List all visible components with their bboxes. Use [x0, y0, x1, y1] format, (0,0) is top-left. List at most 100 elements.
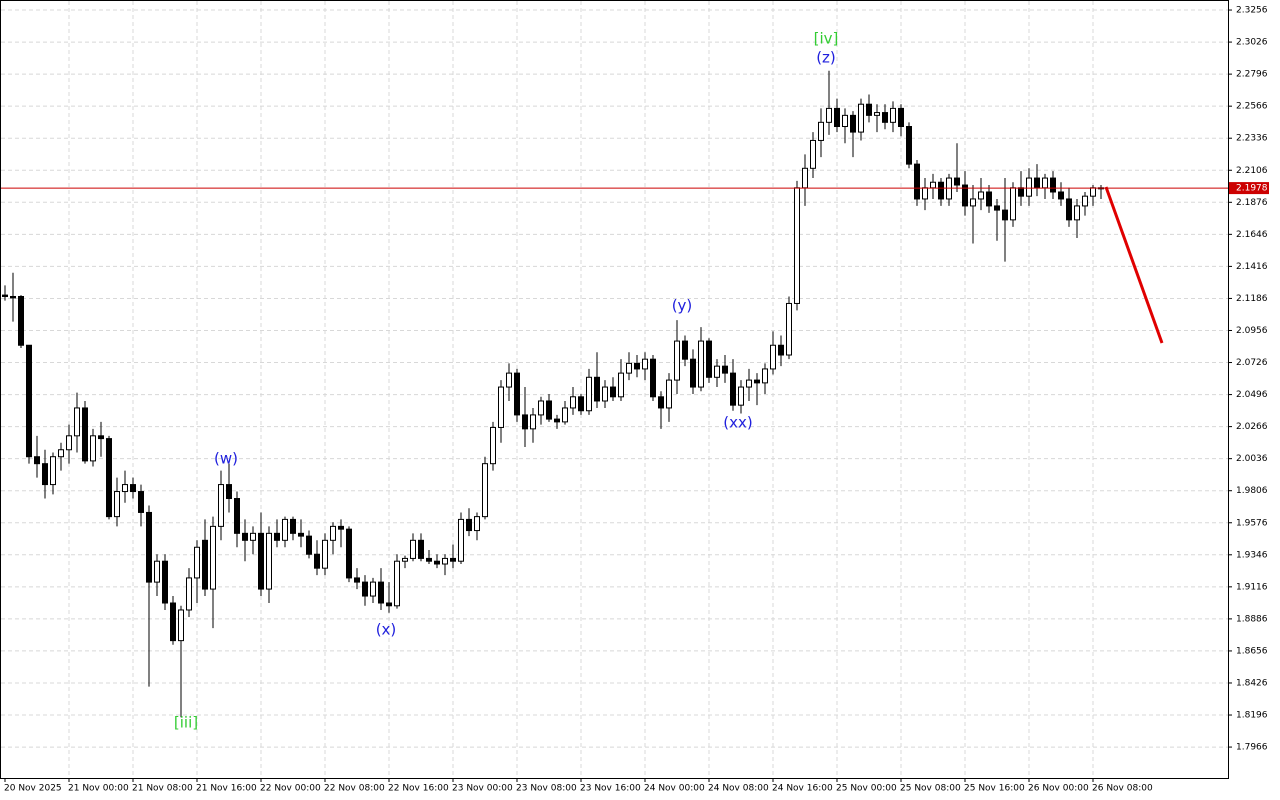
candle-body	[210, 525, 216, 590]
y-tick-label: 2.1186	[1236, 294, 1268, 304]
candle-body	[98, 435, 104, 440]
candle-body	[306, 535, 312, 555]
candle-body	[506, 372, 512, 388]
candle-body	[386, 602, 392, 607]
y-tick-label: 2.3256	[1236, 6, 1268, 16]
candle-body	[586, 376, 592, 412]
candle-body	[986, 191, 992, 207]
candle-body	[938, 181, 944, 200]
candle-body	[682, 340, 688, 360]
candle-body	[354, 577, 360, 583]
candle-body	[218, 484, 224, 527]
y-tick-label: 2.2336	[1236, 134, 1268, 144]
candle-body	[834, 107, 840, 128]
candle-body	[50, 456, 56, 486]
candle-body	[170, 602, 176, 642]
candle-body	[194, 546, 200, 579]
candle-body	[1042, 177, 1048, 189]
y-tick-label: 1.8656	[1236, 646, 1268, 656]
candle-body	[202, 539, 208, 590]
candle-body	[970, 198, 976, 207]
candle-body	[618, 372, 624, 398]
candle-body	[66, 435, 72, 451]
candle-body	[122, 484, 128, 493]
y-tick-label: 2.0956	[1236, 326, 1268, 336]
candle-body	[1090, 187, 1096, 197]
candle-body	[658, 396, 664, 409]
y-tick-label: 2.0496	[1236, 390, 1268, 400]
candle-body	[42, 463, 48, 486]
candle-body	[746, 379, 752, 388]
candle-body	[82, 407, 88, 462]
wave-label: (y)	[672, 297, 693, 315]
y-tick-label: 1.8886	[1236, 614, 1268, 624]
candle-body	[546, 400, 552, 420]
wave-label: (w)	[214, 450, 238, 468]
y-tick-label: 1.9576	[1236, 518, 1268, 528]
x-tick-label: 23 Nov 08:00	[516, 784, 577, 794]
candle-body	[1034, 177, 1040, 189]
candle-body	[706, 340, 712, 378]
wave-label: [iv]	[814, 30, 839, 48]
candle-body	[266, 532, 272, 590]
candle-body	[458, 518, 464, 562]
x-tick-label: 22 Nov 08:00	[324, 784, 385, 794]
candle-body	[994, 205, 1000, 211]
candle-body	[450, 557, 456, 562]
candle-body	[1050, 177, 1056, 193]
candle-body	[698, 340, 704, 388]
candle-body	[738, 386, 744, 406]
x-tick-label: 20 Nov 2025	[4, 784, 62, 794]
y-tick-label: 1.8196	[1236, 711, 1268, 721]
candle-body	[578, 396, 584, 412]
candle-body	[274, 532, 280, 541]
candle-body	[474, 516, 480, 532]
candle-body	[106, 438, 112, 518]
candle-body	[754, 379, 760, 384]
candle-body	[154, 560, 160, 583]
current-price-box	[1229, 182, 1269, 195]
candle-body	[642, 358, 648, 370]
candle-body	[346, 528, 352, 579]
candle-body	[866, 103, 872, 116]
candle-body	[1074, 205, 1080, 221]
candle-body	[1018, 187, 1024, 197]
x-tick-label: 23 Nov 00:00	[452, 784, 513, 794]
wave-label: [iii]	[174, 714, 198, 732]
candle-body	[666, 379, 672, 409]
candle-body	[890, 107, 896, 123]
candle-body	[714, 365, 720, 378]
candle-body	[954, 177, 960, 186]
candle-body	[1066, 198, 1072, 221]
wave-label: (x)	[376, 621, 397, 639]
y-tick-label: 2.0036	[1236, 454, 1268, 464]
x-tick-label: 26 Nov 08:00	[1092, 784, 1153, 794]
y-tick-label: 1.9806	[1236, 486, 1268, 496]
x-tick-label: 23 Nov 16:00	[580, 784, 641, 794]
candle-body	[802, 167, 808, 189]
candle-body	[562, 407, 568, 423]
candle-body	[850, 114, 856, 133]
candle-body	[1058, 191, 1064, 200]
candle-body	[690, 358, 696, 388]
candle-body	[226, 484, 232, 500]
candle-body	[426, 557, 432, 562]
candle-body	[1026, 177, 1032, 197]
candle-body	[498, 386, 504, 428]
y-tick-label: 1.9116	[1236, 582, 1268, 592]
x-tick-label: 24 Nov 00:00	[644, 784, 705, 794]
candle-body	[674, 340, 680, 381]
candle-body	[2, 294, 8, 297]
candle-body	[410, 539, 416, 559]
candle-body	[842, 114, 848, 128]
candle-body	[58, 449, 64, 458]
candle-body	[434, 560, 440, 565]
candle-body	[762, 368, 768, 384]
y-tick-label: 2.1646	[1236, 230, 1268, 240]
candle-body	[858, 103, 864, 133]
candle-body	[810, 139, 816, 169]
candle-body	[634, 362, 640, 370]
candle-body	[242, 532, 248, 541]
candle-body	[74, 407, 80, 437]
candle-body	[138, 491, 144, 513]
